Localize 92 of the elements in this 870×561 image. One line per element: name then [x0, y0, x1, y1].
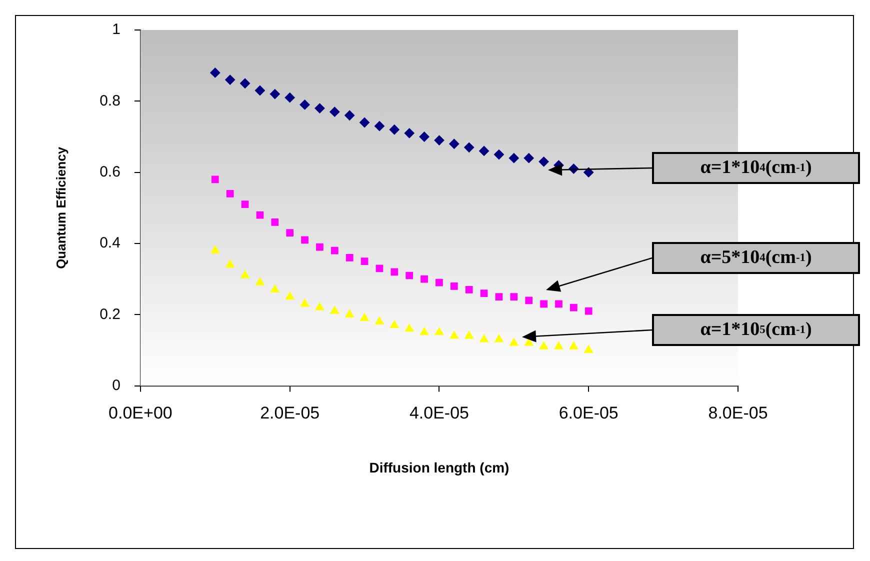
point — [344, 110, 355, 120]
point — [450, 282, 458, 290]
x-tick-label: 0.0E+00 — [108, 404, 172, 423]
point — [211, 176, 219, 184]
point — [285, 292, 294, 300]
point — [584, 307, 592, 315]
point — [360, 118, 370, 128]
point — [256, 211, 264, 219]
point — [270, 89, 280, 100]
point — [240, 78, 250, 88]
y-tick-label: 1 — [112, 21, 120, 38]
point — [464, 142, 474, 152]
point — [360, 313, 369, 321]
point — [330, 246, 338, 254]
point — [286, 229, 294, 236]
point — [540, 300, 548, 308]
point — [346, 254, 354, 262]
point — [538, 156, 549, 167]
y-tick-label: 0.4 — [100, 234, 120, 252]
point — [240, 270, 250, 278]
x-tick-label: 2.0E-05 — [260, 404, 320, 423]
point — [301, 236, 308, 244]
point — [360, 258, 368, 265]
callout-box: α=5*10$^{4}$(cm$^{-1}$) — [652, 242, 860, 274]
point — [226, 260, 234, 268]
point — [314, 103, 325, 114]
point — [434, 327, 444, 336]
x-tick-label: 8.0E-05 — [708, 404, 768, 423]
point — [479, 146, 490, 156]
point — [524, 153, 534, 164]
point — [270, 284, 280, 292]
point — [554, 342, 564, 350]
point — [494, 334, 504, 342]
point — [271, 218, 279, 226]
point — [254, 85, 265, 96]
point — [225, 74, 236, 85]
point — [330, 106, 340, 117]
point — [210, 68, 220, 78]
point — [584, 345, 594, 353]
point — [420, 327, 429, 336]
x-tick-label: 6.0E-05 — [558, 404, 618, 423]
point — [404, 128, 414, 138]
y-tick-label: 0.8 — [100, 92, 120, 110]
point — [464, 330, 474, 339]
point — [510, 338, 518, 346]
point — [330, 306, 340, 314]
point — [525, 296, 533, 304]
y-tick-label: 0 — [112, 376, 120, 394]
point — [389, 124, 400, 135]
point — [300, 298, 310, 307]
point — [480, 290, 488, 297]
point — [419, 132, 430, 142]
point — [390, 268, 398, 276]
point — [539, 342, 548, 350]
point — [465, 286, 473, 294]
point — [284, 92, 295, 103]
x-tick-label: 4.0E-05 — [409, 404, 469, 423]
point — [570, 304, 578, 312]
point — [241, 200, 249, 208]
point — [256, 278, 264, 286]
point — [480, 334, 488, 342]
point — [315, 302, 324, 310]
point — [434, 135, 444, 146]
point — [390, 320, 399, 328]
callout-box: α=1*10$^{5}$(cm$^{-1}$) — [652, 314, 860, 346]
point — [494, 150, 504, 160]
callout-box: α=1*10$^{4}$(cm$^{-1}$) — [652, 152, 860, 184]
point — [345, 310, 354, 318]
y-tick-label: 0.6 — [100, 163, 120, 180]
point — [404, 324, 414, 332]
point — [420, 275, 428, 283]
point — [569, 342, 578, 350]
point — [226, 190, 234, 198]
point — [375, 316, 384, 325]
y-tick-label: 0.2 — [100, 306, 120, 323]
point — [406, 272, 414, 280]
point — [450, 330, 459, 339]
y-axis-title: Quantum Efficiency — [53, 146, 68, 269]
point — [584, 167, 594, 178]
point — [436, 278, 443, 286]
point — [495, 293, 503, 301]
x-axis-title: Diffusion length (cm) — [369, 459, 510, 476]
point — [300, 100, 310, 110]
point — [555, 300, 562, 308]
point — [316, 243, 324, 251]
point — [376, 264, 384, 272]
point — [524, 338, 534, 346]
point — [374, 121, 384, 132]
point — [508, 153, 519, 164]
point — [210, 246, 220, 254]
point — [449, 138, 460, 149]
point — [510, 293, 518, 301]
